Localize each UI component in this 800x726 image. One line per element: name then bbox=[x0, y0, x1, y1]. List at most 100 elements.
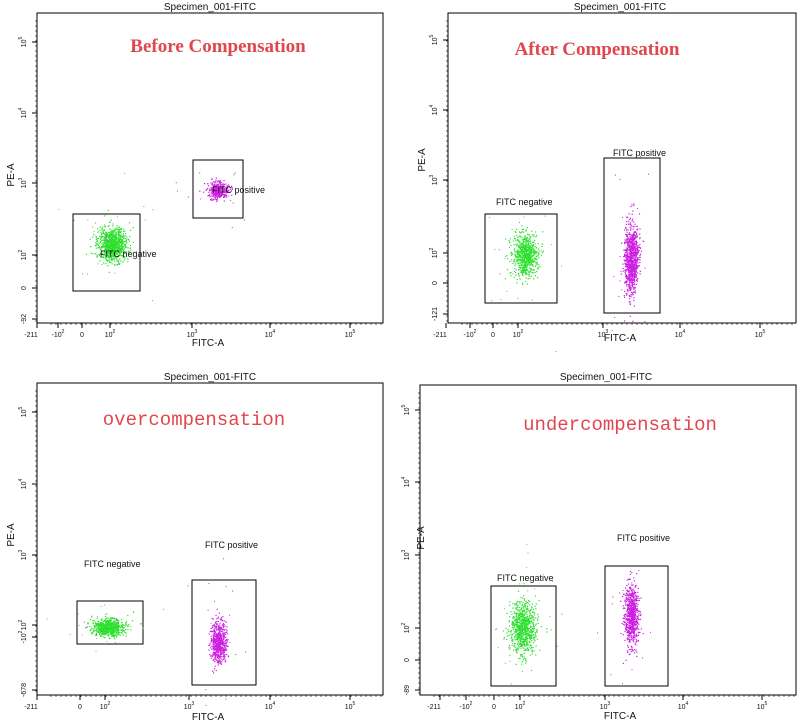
event-dot bbox=[108, 621, 110, 623]
event-dot bbox=[538, 250, 540, 252]
event-dot bbox=[107, 247, 109, 249]
event-dot bbox=[629, 226, 631, 228]
event-dot bbox=[225, 183, 227, 185]
event-dot bbox=[518, 236, 520, 238]
event-dot bbox=[514, 231, 516, 233]
event-dot bbox=[625, 223, 627, 225]
event-dot bbox=[535, 261, 537, 263]
event-dot bbox=[209, 189, 211, 191]
event-dot bbox=[106, 623, 108, 625]
event-dot bbox=[217, 634, 219, 636]
event-dot bbox=[621, 289, 623, 291]
event-dot bbox=[636, 280, 638, 282]
event-dot bbox=[528, 247, 530, 249]
event-dot bbox=[214, 640, 216, 642]
event-dot bbox=[107, 246, 109, 248]
event-dot bbox=[222, 627, 224, 629]
event-dot bbox=[125, 632, 127, 634]
event-dot bbox=[624, 290, 626, 292]
event-dot bbox=[220, 628, 223, 630]
y-tick-label: 102 bbox=[429, 247, 439, 258]
event-dot bbox=[216, 621, 218, 623]
event-dot bbox=[634, 254, 636, 256]
event-dot bbox=[627, 248, 629, 250]
event-dot bbox=[635, 236, 637, 238]
event-dot bbox=[128, 624, 130, 626]
event-dot bbox=[112, 236, 114, 238]
event-dot bbox=[636, 283, 638, 285]
event-dot bbox=[112, 233, 114, 235]
event-dot bbox=[128, 250, 130, 252]
event-dot bbox=[627, 268, 629, 270]
event-dot bbox=[520, 267, 522, 269]
event-dot bbox=[125, 240, 127, 242]
event-dot bbox=[531, 255, 534, 257]
event-dot bbox=[109, 624, 111, 626]
event-dot bbox=[224, 657, 226, 659]
event-dot bbox=[114, 247, 116, 249]
event-dot bbox=[101, 228, 103, 230]
event-dot bbox=[95, 242, 97, 244]
event-dot bbox=[529, 257, 532, 259]
event-dot bbox=[207, 183, 209, 185]
event-dot bbox=[209, 654, 211, 656]
event-dot bbox=[628, 242, 630, 244]
event-dot bbox=[214, 185, 216, 187]
event-dot bbox=[636, 257, 638, 259]
event-dot bbox=[109, 629, 111, 631]
event-dot bbox=[117, 622, 119, 624]
event-dot bbox=[220, 183, 222, 186]
event-dot bbox=[523, 260, 525, 263]
event-dot bbox=[625, 249, 627, 251]
event-dot bbox=[631, 247, 633, 249]
event-dot bbox=[216, 647, 218, 649]
event-dot bbox=[635, 253, 637, 255]
event-dot bbox=[626, 265, 628, 267]
event-dot bbox=[518, 273, 520, 274]
event-dot bbox=[46, 618, 48, 620]
event-dot bbox=[212, 193, 214, 195]
event-dot bbox=[103, 629, 105, 631]
event-dot bbox=[509, 238, 511, 240]
event-dot bbox=[633, 261, 635, 264]
event-dot bbox=[633, 299, 635, 301]
event-dot bbox=[105, 620, 107, 622]
event-dot bbox=[212, 184, 214, 186]
x-tick-exponent: 5 bbox=[353, 701, 356, 707]
event-dot bbox=[118, 263, 120, 265]
event-dot bbox=[213, 184, 215, 186]
event-dot bbox=[116, 253, 118, 255]
event-dot bbox=[103, 252, 105, 254]
event-dot bbox=[634, 275, 636, 277]
event-dot bbox=[533, 252, 535, 254]
event-dot bbox=[529, 264, 531, 266]
y-tick-exponent: 5 bbox=[18, 406, 24, 409]
event-dot bbox=[648, 173, 649, 175]
event-dot bbox=[106, 624, 108, 626]
event-dot bbox=[622, 270, 624, 272]
event-dot bbox=[513, 249, 515, 251]
event-dot bbox=[115, 634, 117, 636]
event-dot bbox=[212, 192, 214, 194]
event-dot bbox=[223, 644, 225, 646]
event-dot bbox=[519, 254, 521, 256]
event-dot bbox=[525, 239, 527, 241]
event-dot bbox=[504, 258, 506, 260]
event-dot bbox=[212, 642, 214, 644]
event-dot bbox=[127, 258, 129, 260]
event-dot bbox=[217, 620, 219, 623]
event-dot bbox=[216, 199, 218, 201]
event-dot bbox=[221, 638, 223, 640]
event-dot bbox=[220, 195, 222, 197]
event-dot bbox=[629, 246, 631, 249]
event-dot bbox=[116, 216, 118, 218]
event-dot bbox=[522, 231, 525, 233]
event-dot bbox=[114, 229, 116, 231]
event-dot bbox=[510, 272, 512, 274]
event-dot bbox=[630, 238, 632, 240]
event-dot bbox=[111, 263, 113, 265]
event-dot bbox=[628, 274, 630, 276]
event-dot bbox=[115, 238, 117, 240]
y-tick-label: 0 bbox=[432, 281, 439, 285]
y-tick-label: 105 bbox=[429, 34, 439, 45]
